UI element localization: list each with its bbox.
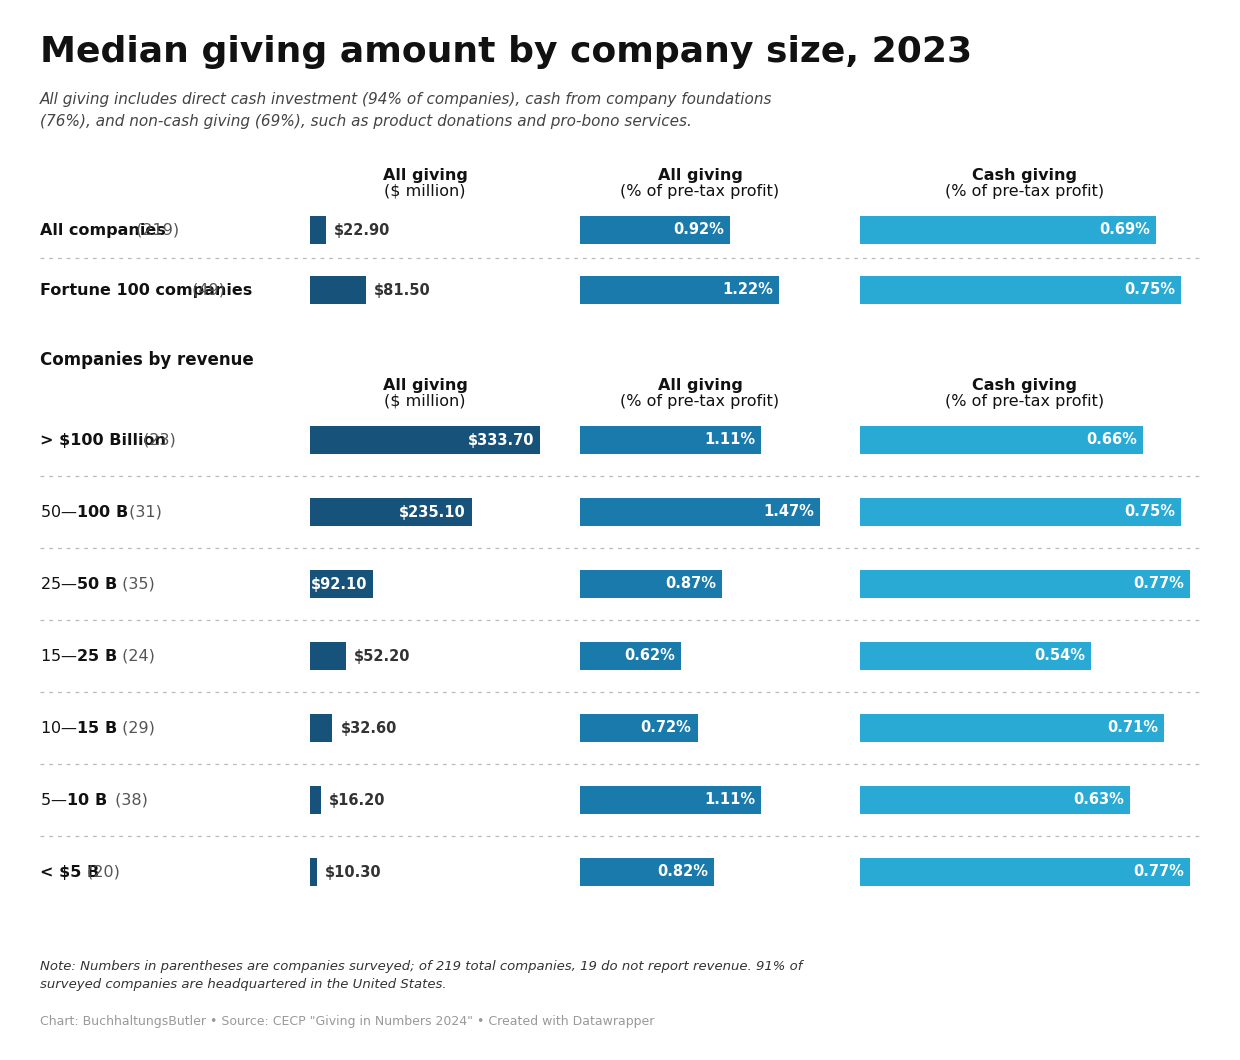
Text: 0.54%: 0.54% <box>1034 649 1085 664</box>
Bar <box>310 787 321 814</box>
Text: 0.69%: 0.69% <box>1099 223 1149 237</box>
Text: < $5 B: < $5 B <box>40 865 99 880</box>
Text: 0.75%: 0.75% <box>1125 283 1176 298</box>
Bar <box>310 570 373 598</box>
Bar <box>310 498 472 526</box>
Bar <box>310 714 332 742</box>
Text: $15 — $25 B: $15 — $25 B <box>40 648 118 664</box>
Text: 0.66%: 0.66% <box>1086 432 1137 447</box>
Text: 1.22%: 1.22% <box>723 283 774 298</box>
Bar <box>580 714 698 742</box>
Bar <box>580 642 681 670</box>
Bar <box>580 858 714 886</box>
Text: $333.70: $333.70 <box>467 432 534 447</box>
Text: 0.75%: 0.75% <box>1125 505 1176 519</box>
Text: (29): (29) <box>117 721 155 736</box>
Bar <box>861 216 1156 244</box>
Text: $16.20: $16.20 <box>329 793 386 808</box>
Text: Note: Numbers in parentheses are companies surveyed; of 219 total companies, 19 : Note: Numbers in parentheses are compani… <box>40 960 802 991</box>
Text: $81.50: $81.50 <box>374 283 432 298</box>
Bar <box>861 642 1091 670</box>
Text: (% of pre-tax profit): (% of pre-tax profit) <box>945 184 1105 199</box>
Text: (% of pre-tax profit): (% of pre-tax profit) <box>945 394 1105 409</box>
Text: ($ million): ($ million) <box>384 184 466 199</box>
Bar <box>580 787 761 814</box>
Text: (35): (35) <box>117 577 155 591</box>
Text: 1.11%: 1.11% <box>704 793 755 808</box>
Text: (38): (38) <box>110 793 148 808</box>
Text: 1.47%: 1.47% <box>763 505 813 519</box>
Bar <box>580 498 820 526</box>
Text: Chart: BuchhaltungsButler • Source: CECP "Giving in Numbers 2024" • Created with: Chart: BuchhaltungsButler • Source: CECP… <box>40 1015 655 1028</box>
Text: (% of pre-tax profit): (% of pre-tax profit) <box>620 184 780 199</box>
Text: > $100 Billion: > $100 Billion <box>40 432 166 447</box>
Text: 0.62%: 0.62% <box>625 649 676 664</box>
Text: Companies by revenue: Companies by revenue <box>40 351 254 369</box>
Bar <box>310 642 346 670</box>
Text: $10 — $15 B: $10 — $15 B <box>40 720 118 736</box>
Text: $92.10: $92.10 <box>311 577 367 591</box>
Text: 0.92%: 0.92% <box>673 223 724 237</box>
Text: All giving: All giving <box>383 378 467 393</box>
Text: Median giving amount by company size, 2023: Median giving amount by company size, 20… <box>40 35 972 69</box>
Bar <box>861 276 1182 304</box>
Text: (20): (20) <box>82 865 120 880</box>
Text: All giving: All giving <box>657 167 743 183</box>
Text: (24): (24) <box>117 649 155 664</box>
Text: 0.82%: 0.82% <box>657 865 708 880</box>
Bar <box>861 570 1190 598</box>
Text: (% of pre-tax profit): (% of pre-tax profit) <box>620 394 780 409</box>
Bar <box>310 426 539 454</box>
Text: $50 — $100 B: $50 — $100 B <box>40 504 129 520</box>
Text: 0.72%: 0.72% <box>641 721 692 736</box>
Text: All companies: All companies <box>40 223 166 237</box>
Bar <box>580 216 730 244</box>
Bar <box>861 498 1182 526</box>
Text: Fortune 100 companies: Fortune 100 companies <box>40 283 252 298</box>
Text: Cash giving: Cash giving <box>972 378 1078 393</box>
Text: (31): (31) <box>124 505 162 519</box>
Text: (219): (219) <box>131 223 179 237</box>
Text: All giving: All giving <box>657 378 743 393</box>
Bar <box>310 276 366 304</box>
Text: $52.20: $52.20 <box>353 649 410 664</box>
Text: All giving includes direct cash investment (94% of companies), cash from company: All giving includes direct cash investme… <box>40 92 773 129</box>
Text: $5 — $10 B: $5 — $10 B <box>40 792 107 808</box>
Bar <box>580 426 761 454</box>
Text: $22.90: $22.90 <box>334 223 391 237</box>
Text: $25 — $50 B: $25 — $50 B <box>40 576 118 591</box>
Text: 1.11%: 1.11% <box>704 432 755 447</box>
Bar <box>861 858 1190 886</box>
Text: 0.71%: 0.71% <box>1107 721 1158 736</box>
Bar <box>861 426 1143 454</box>
Text: $10.30: $10.30 <box>325 865 382 880</box>
Text: (49): (49) <box>187 283 224 298</box>
Text: ($ million): ($ million) <box>384 394 466 409</box>
Text: (23): (23) <box>138 432 176 447</box>
Text: 0.87%: 0.87% <box>665 577 715 591</box>
Bar <box>861 787 1130 814</box>
Text: 0.63%: 0.63% <box>1073 793 1123 808</box>
Bar <box>310 858 317 886</box>
Text: $235.10: $235.10 <box>399 505 466 519</box>
Bar <box>310 216 326 244</box>
Bar <box>580 570 722 598</box>
Bar <box>580 276 779 304</box>
Text: Cash giving: Cash giving <box>972 167 1078 183</box>
Text: All giving: All giving <box>383 167 467 183</box>
Bar <box>861 714 1164 742</box>
Text: 0.77%: 0.77% <box>1133 577 1184 591</box>
Text: $32.60: $32.60 <box>341 721 397 736</box>
Text: 0.77%: 0.77% <box>1133 865 1184 880</box>
